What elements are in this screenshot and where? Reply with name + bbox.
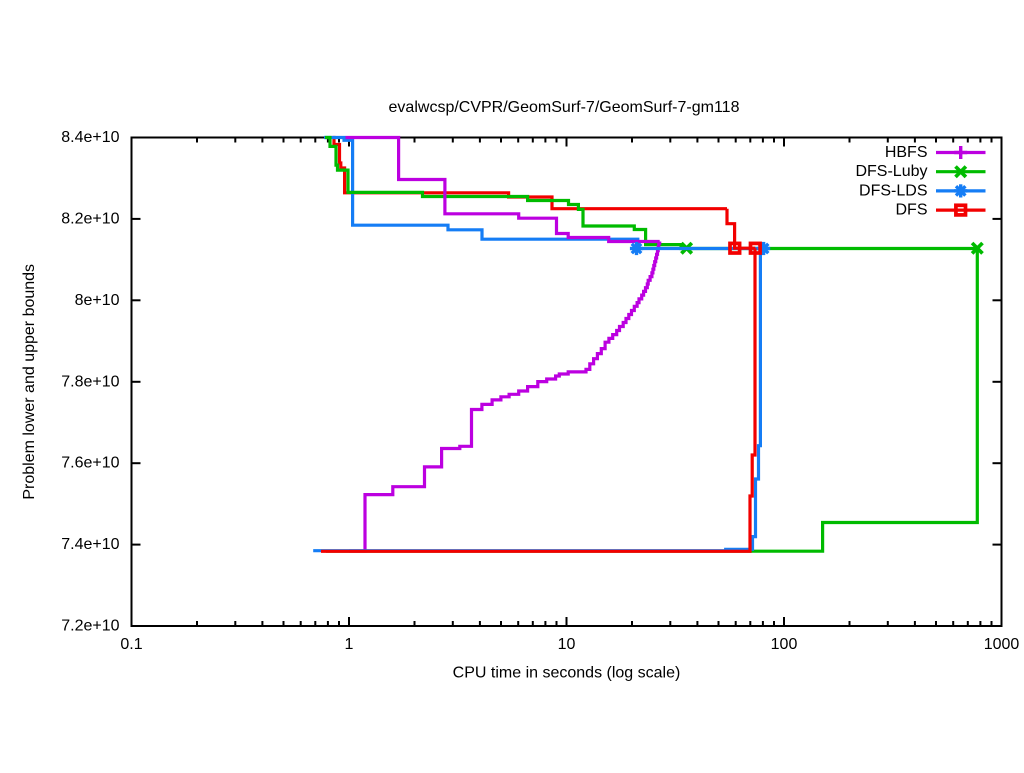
svg-text:0.1: 0.1: [120, 636, 142, 653]
svg-text:DFS: DFS: [896, 202, 928, 219]
svg-text:8e+10: 8e+10: [75, 292, 120, 309]
svg-text:HBFS: HBFS: [885, 144, 928, 161]
svg-text:1: 1: [345, 636, 354, 653]
svg-text:8.2e+10: 8.2e+10: [61, 210, 119, 227]
svg-text:DFS-Luby: DFS-Luby: [855, 163, 927, 180]
svg-text:8.4e+10: 8.4e+10: [61, 129, 119, 146]
svg-text:10: 10: [558, 636, 576, 653]
svg-text:Problem lower and upper bounds: Problem lower and upper bounds: [21, 264, 38, 500]
svg-text:CPU time in seconds (log scale: CPU time in seconds (log scale): [453, 665, 681, 682]
svg-text:7.6e+10: 7.6e+10: [61, 455, 119, 472]
svg-text:evalwcsp/CVPR/GeomSurf-7/GeomS: evalwcsp/CVPR/GeomSurf-7/GeomSurf-7-gm11…: [389, 99, 740, 116]
svg-text:7.4e+10: 7.4e+10: [61, 536, 119, 553]
svg-text:7.2e+10: 7.2e+10: [61, 618, 119, 635]
svg-text:100: 100: [771, 636, 798, 653]
svg-text:DFS-LDS: DFS-LDS: [859, 182, 927, 199]
svg-text:7.8e+10: 7.8e+10: [61, 373, 119, 390]
svg-text:1000: 1000: [984, 636, 1020, 653]
